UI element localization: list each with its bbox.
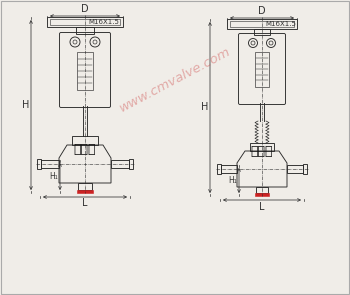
Bar <box>287 165 303 173</box>
Bar <box>77 52 93 90</box>
Text: 常温型: 常温型 <box>74 143 96 156</box>
Text: www.cmvalve.com: www.cmvalve.com <box>117 45 233 115</box>
Bar <box>221 165 237 173</box>
Bar <box>129 159 133 169</box>
Bar <box>227 19 297 29</box>
Text: L: L <box>259 201 265 212</box>
Bar <box>41 160 59 168</box>
Bar <box>37 159 41 169</box>
Text: M16X1.5: M16X1.5 <box>265 21 296 27</box>
Bar <box>76 27 94 34</box>
Text: 中温型: 中温型 <box>251 145 273 158</box>
Bar <box>255 193 269 196</box>
Bar <box>78 183 92 190</box>
Bar <box>47 17 123 27</box>
Bar <box>50 19 120 25</box>
Bar <box>254 29 270 35</box>
Text: D: D <box>81 4 89 14</box>
Text: D: D <box>258 6 266 16</box>
Bar <box>256 187 268 193</box>
Bar <box>255 52 269 87</box>
Text: M16X1.5: M16X1.5 <box>88 19 119 25</box>
Text: H: H <box>22 100 29 110</box>
Bar <box>303 164 307 174</box>
Bar <box>72 136 98 145</box>
Bar <box>111 160 129 168</box>
Bar <box>230 21 294 27</box>
Text: L: L <box>82 199 88 209</box>
Text: H₁: H₁ <box>49 172 58 181</box>
Bar <box>250 143 274 151</box>
Text: H: H <box>201 102 208 112</box>
Bar <box>217 164 221 174</box>
Bar <box>77 190 93 193</box>
Text: H₁: H₁ <box>228 176 237 185</box>
